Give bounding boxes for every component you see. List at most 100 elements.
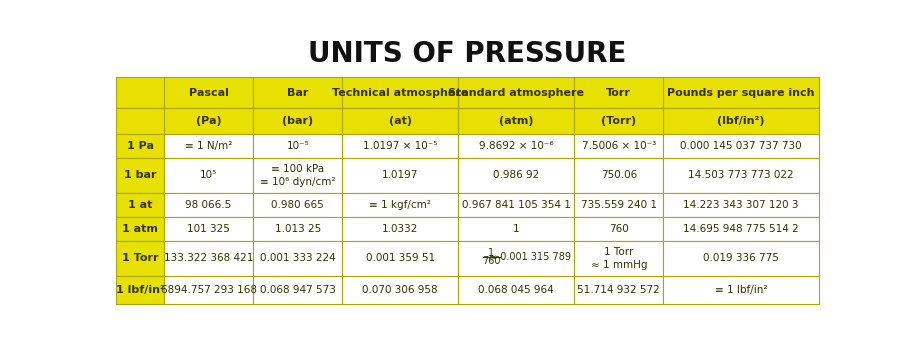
Text: 14.503 773 773 022: 14.503 773 773 022: [688, 171, 793, 180]
Bar: [662, 193, 818, 217]
Text: 9.8692 × 10⁻⁶: 9.8692 × 10⁻⁶: [478, 141, 553, 151]
Bar: [116, 276, 164, 304]
Bar: [457, 158, 574, 193]
Text: 0.980 665: 0.980 665: [271, 200, 323, 210]
Text: 1 lbf/in²: 1 lbf/in²: [116, 285, 164, 295]
Text: Standard atmosphere: Standard atmosphere: [447, 88, 584, 98]
Bar: [116, 241, 164, 276]
Bar: [662, 241, 818, 276]
Bar: [116, 158, 164, 193]
Text: 760: 760: [482, 256, 500, 266]
Text: 0.068 947 573: 0.068 947 573: [260, 285, 335, 295]
Text: 1.0197 × 10⁻⁵: 1.0197 × 10⁻⁵: [363, 141, 437, 151]
Bar: [457, 193, 574, 217]
Text: Torr: Torr: [606, 88, 630, 98]
Bar: [164, 77, 253, 108]
Text: Bar: Bar: [287, 88, 308, 98]
Bar: [164, 134, 253, 158]
Bar: [116, 217, 164, 241]
Bar: [574, 241, 662, 276]
Text: (bar): (bar): [281, 116, 313, 126]
Text: 101 325: 101 325: [187, 224, 230, 234]
Text: 760: 760: [609, 224, 628, 234]
Bar: [253, 241, 342, 276]
Text: 1.0332: 1.0332: [382, 224, 418, 234]
Text: Pounds per square inch: Pounds per square inch: [667, 88, 814, 98]
Bar: [574, 158, 662, 193]
Text: 1 at: 1 at: [128, 200, 152, 210]
Text: (Pa): (Pa): [196, 116, 221, 126]
Bar: [574, 276, 662, 304]
Text: 10⁻⁵: 10⁻⁵: [286, 141, 309, 151]
Text: 0.001 333 224: 0.001 333 224: [260, 253, 335, 263]
Text: 6894.757 293 168: 6894.757 293 168: [160, 285, 256, 295]
Text: ≡ 1 kgf/cm²: ≡ 1 kgf/cm²: [369, 200, 431, 210]
Bar: [662, 158, 818, 193]
Bar: [457, 276, 574, 304]
Bar: [253, 77, 342, 108]
Text: 51.714 932 572: 51.714 932 572: [577, 285, 660, 295]
Text: 0.000 145 037 737 730: 0.000 145 037 737 730: [680, 141, 801, 151]
Bar: [574, 134, 662, 158]
Bar: [342, 158, 457, 193]
Text: 1 atm: 1 atm: [122, 224, 158, 234]
Text: UNITS OF PRESSURE: UNITS OF PRESSURE: [308, 40, 626, 68]
Text: ≈ 0.001 315 789: ≈ 0.001 315 789: [489, 252, 570, 263]
Bar: [574, 217, 662, 241]
Text: 1 Pa: 1 Pa: [127, 141, 153, 151]
Text: 0.986 92: 0.986 92: [493, 171, 538, 180]
Bar: [457, 77, 574, 108]
Bar: [116, 193, 164, 217]
Text: 0.070 306 958: 0.070 306 958: [362, 285, 437, 295]
Bar: [342, 241, 457, 276]
Bar: [662, 276, 818, 304]
Bar: [342, 193, 457, 217]
Bar: [253, 108, 342, 134]
Bar: [662, 108, 818, 134]
Text: (lbf/in²): (lbf/in²): [717, 116, 764, 126]
Bar: [662, 217, 818, 241]
Text: 10⁵: 10⁵: [200, 171, 217, 180]
Text: (atm): (atm): [498, 116, 533, 126]
Bar: [342, 77, 457, 108]
Text: 0.001 359 51: 0.001 359 51: [365, 253, 435, 263]
Bar: [164, 193, 253, 217]
Text: 1.013 25: 1.013 25: [274, 224, 321, 234]
Bar: [342, 276, 457, 304]
Text: 1 bar: 1 bar: [124, 171, 156, 180]
Bar: [164, 217, 253, 241]
Text: ≡ 1 N/m²: ≡ 1 N/m²: [185, 141, 232, 151]
Text: ≡ 100 kPa
≡ 10⁶ dyn/cm²: ≡ 100 kPa ≡ 10⁶ dyn/cm²: [260, 164, 335, 187]
Text: 14.223 343 307 120 3: 14.223 343 307 120 3: [682, 200, 798, 210]
Text: (Torr): (Torr): [600, 116, 636, 126]
Bar: [164, 108, 253, 134]
Bar: [116, 134, 164, 158]
Bar: [253, 276, 342, 304]
Bar: [457, 241, 574, 276]
Text: 1: 1: [488, 249, 494, 258]
Bar: [457, 108, 574, 134]
Text: 7.5006 × 10⁻³: 7.5006 × 10⁻³: [581, 141, 655, 151]
Text: 0.967 841 105 354 1: 0.967 841 105 354 1: [461, 200, 570, 210]
Bar: [342, 217, 457, 241]
Text: Pascal: Pascal: [189, 88, 228, 98]
Text: 14.695 948 775 514 2: 14.695 948 775 514 2: [682, 224, 798, 234]
Bar: [253, 217, 342, 241]
Text: Technical atmosphere: Technical atmosphere: [332, 88, 468, 98]
Text: (at): (at): [388, 116, 412, 126]
Bar: [662, 134, 818, 158]
Text: 735.559 240 1: 735.559 240 1: [580, 200, 656, 210]
Bar: [457, 217, 574, 241]
Text: 1.0197: 1.0197: [382, 171, 418, 180]
Bar: [574, 77, 662, 108]
Bar: [253, 193, 342, 217]
Text: 1: 1: [512, 224, 519, 234]
Bar: [253, 134, 342, 158]
Text: 98 066.5: 98 066.5: [185, 200, 231, 210]
Text: 0.068 045 964: 0.068 045 964: [478, 285, 554, 295]
Text: 750.06: 750.06: [600, 171, 636, 180]
Bar: [253, 158, 342, 193]
Bar: [164, 276, 253, 304]
Bar: [164, 241, 253, 276]
Bar: [457, 134, 574, 158]
